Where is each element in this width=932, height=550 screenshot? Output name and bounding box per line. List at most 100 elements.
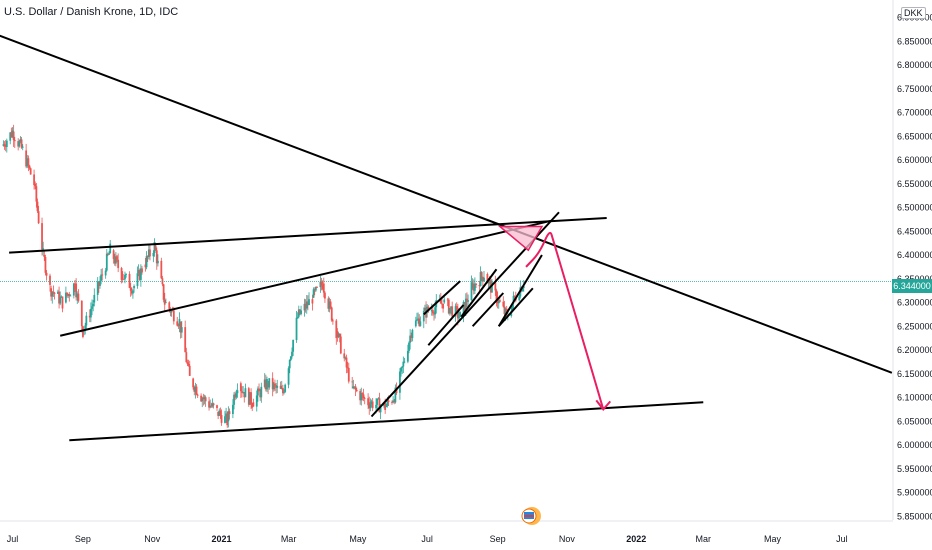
candle <box>185 347 188 363</box>
candle <box>289 355 292 362</box>
candle <box>210 402 213 408</box>
candle <box>201 396 204 408</box>
trendline <box>427 304 465 346</box>
candle <box>42 241 45 256</box>
price-tick-label: 6.700000 <box>897 108 932 118</box>
candle <box>287 366 290 389</box>
trendline <box>9 216 607 254</box>
candle <box>217 411 220 420</box>
price-tick-label: 6.850000 <box>897 36 932 46</box>
candle <box>393 398 396 405</box>
candle <box>203 394 206 405</box>
candle <box>116 255 118 263</box>
candle <box>138 268 141 281</box>
candle <box>105 249 108 272</box>
candle <box>295 310 298 343</box>
candle <box>76 291 79 304</box>
candle <box>21 144 24 151</box>
candle <box>474 277 476 295</box>
candle <box>153 238 156 257</box>
trendline <box>423 280 461 316</box>
candle <box>117 253 120 273</box>
currency-badge[interactable]: DKK <box>901 7 926 19</box>
candle <box>122 278 125 280</box>
candle <box>312 287 315 299</box>
candle <box>69 294 72 297</box>
candle <box>228 408 231 420</box>
candle <box>391 400 393 405</box>
candle <box>184 320 187 353</box>
candle <box>27 155 30 172</box>
candle <box>82 325 84 339</box>
candle <box>353 386 356 389</box>
candle <box>410 332 413 342</box>
candle <box>232 399 234 419</box>
candle <box>204 395 207 407</box>
candle <box>45 270 48 281</box>
event-flag-icon[interactable] <box>521 507 541 525</box>
candle <box>450 306 452 315</box>
candle <box>192 377 195 390</box>
candle <box>297 305 300 319</box>
candle <box>446 297 449 307</box>
candle <box>146 255 149 263</box>
time-tick-label: May <box>764 534 782 544</box>
candle <box>92 300 95 312</box>
candle <box>114 252 117 267</box>
candle <box>93 288 96 307</box>
candle <box>178 312 181 333</box>
candle <box>308 292 310 306</box>
price-tick-label: 5.950000 <box>897 464 932 474</box>
price-scale[interactable]: 6.9000006.8500006.8000006.7500006.700000… <box>897 13 932 522</box>
trendline <box>498 287 534 327</box>
candles-layer <box>2 124 525 428</box>
candle <box>399 368 401 400</box>
projection-arrowhead <box>595 399 612 411</box>
candle <box>258 383 260 392</box>
candle <box>26 154 29 169</box>
candle <box>403 357 406 364</box>
candle <box>236 383 239 398</box>
candle <box>466 292 468 308</box>
time-scale[interactable]: Jul Sep Nov 2021 Mar May Jul Sep Nov 2022 Mar May Ju… <box>7 534 848 544</box>
candle <box>226 411 229 428</box>
candle <box>68 291 71 302</box>
candle <box>208 396 210 411</box>
candle <box>130 286 133 296</box>
candle <box>202 393 205 406</box>
candle <box>322 277 325 298</box>
candle <box>513 295 516 299</box>
candle <box>9 131 12 145</box>
candle <box>164 298 167 304</box>
time-tick-label: Sep <box>490 534 506 544</box>
candle <box>77 289 80 303</box>
candle <box>311 294 314 311</box>
candle <box>292 339 295 357</box>
candle <box>88 309 91 323</box>
candle <box>61 296 64 313</box>
candle <box>369 398 372 412</box>
candle <box>314 286 317 293</box>
candle <box>91 299 93 316</box>
candle <box>179 321 182 339</box>
candle <box>291 347 293 359</box>
candle <box>316 286 318 288</box>
candle <box>271 372 274 397</box>
candle <box>211 398 214 408</box>
candle <box>304 299 307 313</box>
candle <box>220 409 223 426</box>
candle <box>283 389 285 395</box>
candle <box>187 359 190 367</box>
candle <box>101 268 104 281</box>
price-tick-label: 6.300000 <box>897 298 932 308</box>
candle <box>188 360 191 377</box>
candle <box>147 245 150 260</box>
price-tick-label: 6.650000 <box>897 131 932 141</box>
candle <box>121 271 124 283</box>
time-tick-label: Nov <box>144 534 161 544</box>
candle <box>336 328 339 342</box>
trendline <box>460 268 498 318</box>
price-tick-label: 6.000000 <box>897 440 932 450</box>
trendlines-layer <box>0 34 893 442</box>
